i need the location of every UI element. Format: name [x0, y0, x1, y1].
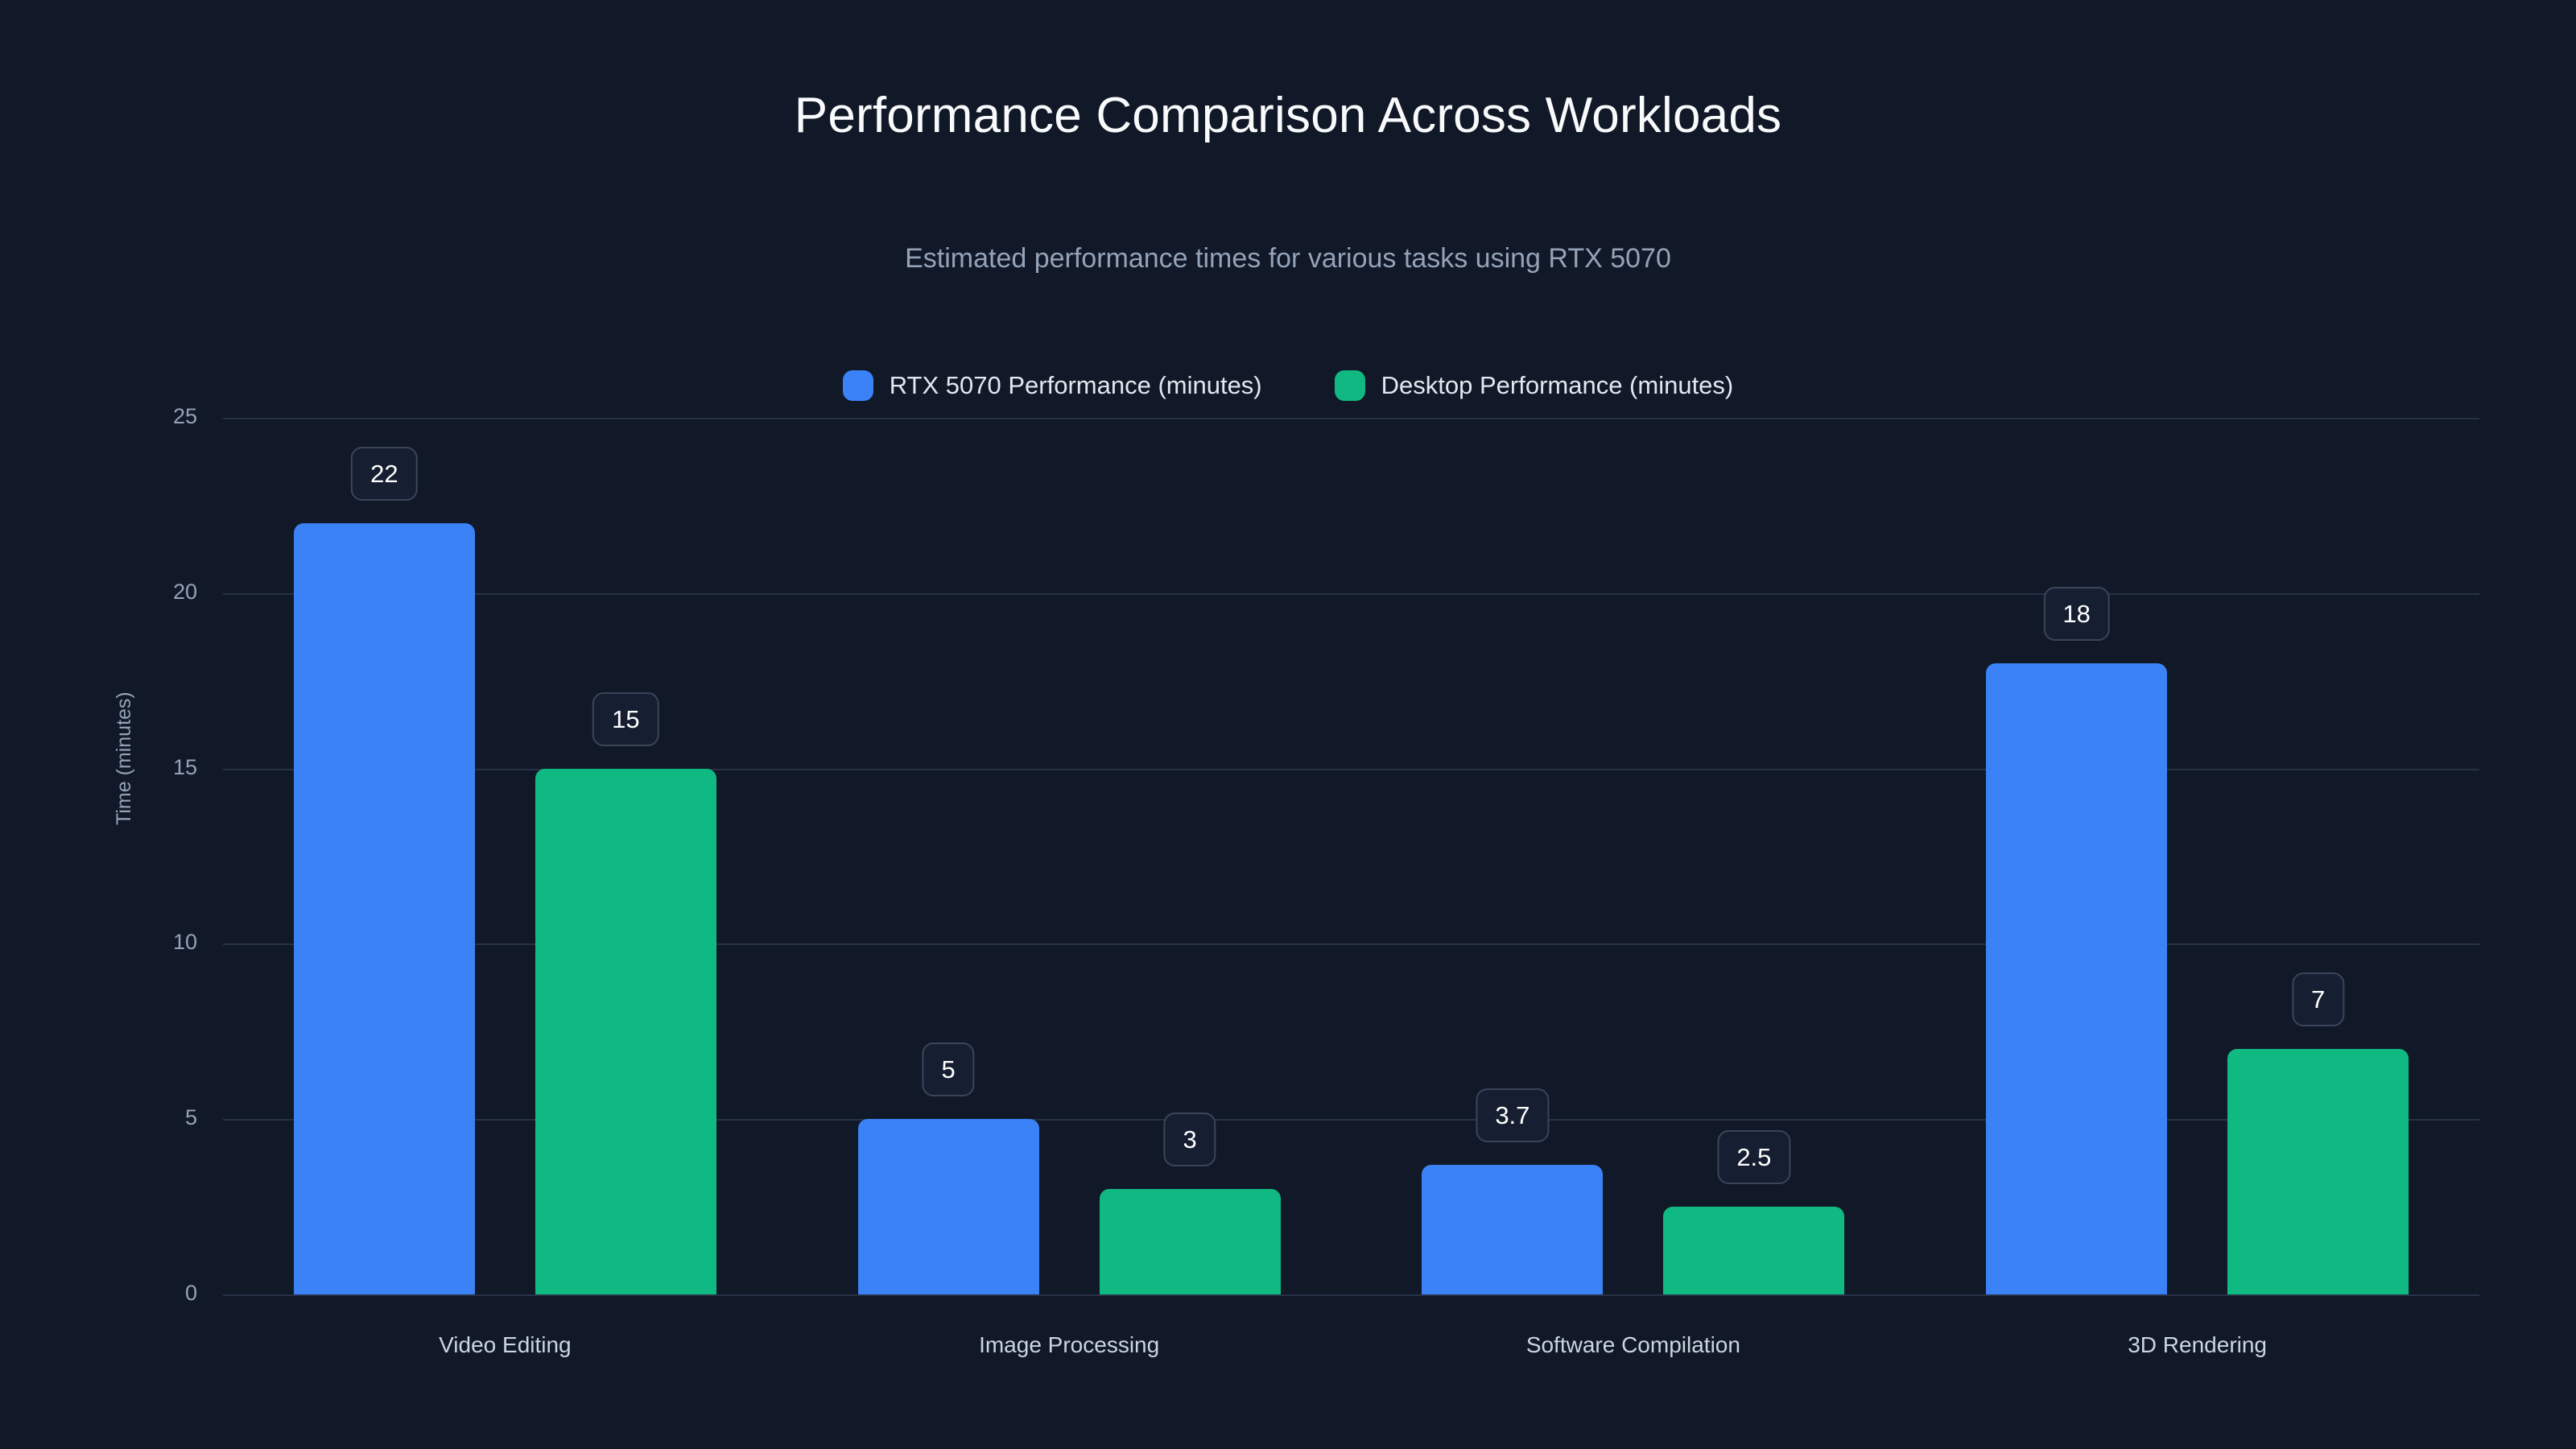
value-label: 18 — [2043, 586, 2110, 641]
bar-1-0[interactable] — [857, 1119, 1039, 1294]
value-label: 3.7 — [1476, 1088, 1550, 1142]
legend-label: Desktop Performance (minutes) — [1381, 371, 1734, 399]
y-axis-tick-label: 0 — [184, 1281, 197, 1305]
bar-1-1[interactable] — [1099, 1189, 1281, 1294]
gridline — [223, 1119, 2479, 1121]
bar-3-1[interactable] — [2227, 1049, 2409, 1294]
legend-swatch-icon — [842, 370, 873, 401]
chart-subtitle: Estimated performance times for various … — [905, 243, 1671, 274]
x-axis-tick-label: Software Compilation — [1525, 1332, 1740, 1357]
bar-0-0[interactable] — [293, 522, 475, 1294]
gridline — [223, 768, 2479, 770]
y-axis-tick-label: 10 — [172, 930, 197, 955]
chart-legend: RTX 5070 Performance (minutes) Desktop Pe… — [0, 370, 2576, 401]
gridline — [223, 418, 2479, 419]
value-label: 22 — [351, 446, 418, 501]
y-axis-tick-label: 20 — [172, 579, 197, 604]
legend-swatch-icon — [1334, 370, 1365, 401]
value-label: 3 — [1163, 1113, 1216, 1167]
bar-2-0[interactable] — [1422, 1164, 1604, 1294]
legend-item-1[interactable]: Desktop Performance (minutes) — [1334, 370, 1734, 401]
value-label: 15 — [592, 691, 659, 746]
x-axis-tick-label: 3D Rendering — [2128, 1332, 2268, 1357]
x-axis-tick-label: Image Processing — [979, 1332, 1160, 1357]
bar-3-0[interactable] — [1986, 663, 2168, 1294]
y-axis-tick-label: 5 — [184, 1105, 197, 1130]
y-axis-tick-label: 15 — [172, 754, 197, 779]
value-label: 5 — [922, 1042, 975, 1097]
value-label: 7 — [2292, 972, 2345, 1027]
plot-area: 22 15 5 3 3.7 2.5 18 7 — [223, 418, 2479, 1296]
value-label: 2.5 — [1717, 1130, 1791, 1185]
legend-label: RTX 5070 Performance (minutes) — [889, 371, 1262, 399]
gridline — [223, 592, 2479, 595]
gridline — [223, 1294, 2479, 1296]
legend-item-0[interactable]: RTX 5070 Performance (minutes) — [842, 370, 1262, 401]
chart-title: Performance Comparison Across Workloads — [794, 88, 1782, 143]
x-axis-tick-label: Video Editing — [439, 1332, 572, 1357]
bar-2-1[interactable] — [1663, 1207, 1845, 1294]
gridline — [223, 943, 2479, 946]
y-axis-tick-label: 25 — [172, 404, 197, 428]
bar-0-1[interactable] — [535, 768, 716, 1294]
